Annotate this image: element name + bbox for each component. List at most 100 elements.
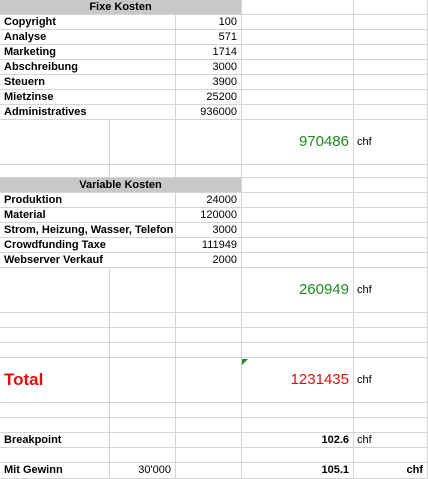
grid-cell[interactable] xyxy=(354,0,428,15)
variable-kosten-label[interactable]: Crowdfunding Taxe xyxy=(0,238,176,253)
grid-cell[interactable] xyxy=(354,75,428,90)
grid-cell[interactable] xyxy=(242,403,354,418)
grid-cell[interactable] xyxy=(354,328,428,343)
grid-cell[interactable] xyxy=(354,178,428,193)
grid-cell[interactable] xyxy=(176,313,242,328)
breakpoint-unit[interactable]: chf xyxy=(354,433,428,448)
grid-cell[interactable] xyxy=(110,433,176,448)
grid-cell[interactable] xyxy=(176,463,242,479)
variable-kosten-value[interactable]: 120000 xyxy=(176,208,242,223)
grid-cell[interactable] xyxy=(0,165,110,178)
grid-cell[interactable] xyxy=(176,418,242,433)
grid-cell[interactable] xyxy=(176,165,242,178)
grid-cell[interactable] xyxy=(354,60,428,75)
grid-cell[interactable] xyxy=(176,328,242,343)
grid-cell[interactable] xyxy=(0,268,110,313)
mit-gewinn-label[interactable]: Mit Gewinn xyxy=(0,463,110,479)
grid-cell[interactable] xyxy=(0,418,110,433)
fixe-kosten-label[interactable]: Analyse xyxy=(0,30,176,45)
grid-cell[interactable] xyxy=(0,403,110,418)
grid-cell[interactable] xyxy=(0,448,110,463)
grid-cell[interactable] xyxy=(110,120,176,165)
fixe-kosten-label[interactable]: Marketing xyxy=(0,45,176,60)
mit-gewinn-unit[interactable]: chf xyxy=(354,463,428,479)
grid-cell[interactable] xyxy=(0,313,110,328)
fixe-kosten-label[interactable]: Administratives xyxy=(0,105,176,120)
grid-cell[interactable] xyxy=(110,418,176,433)
grid-cell[interactable] xyxy=(110,403,176,418)
variable-kosten-value[interactable]: 24000 xyxy=(176,193,242,208)
fixe-kosten-header[interactable]: Fixe Kosten xyxy=(0,0,242,15)
grid-cell[interactable] xyxy=(242,15,354,30)
fixe-kosten-label[interactable]: Abschreibung xyxy=(0,60,176,75)
fixe-kosten-unit[interactable]: chf xyxy=(354,120,428,165)
grid-cell[interactable] xyxy=(176,268,242,313)
grid-cell[interactable] xyxy=(242,60,354,75)
grid-cell[interactable] xyxy=(110,448,176,463)
grid-cell[interactable] xyxy=(242,343,354,358)
variable-kosten-unit[interactable]: chf xyxy=(354,268,428,313)
grid-cell[interactable] xyxy=(354,165,428,178)
fixe-kosten-label[interactable]: Steuern xyxy=(0,75,176,90)
variable-kosten-value[interactable]: 111949 xyxy=(176,238,242,253)
grid-cell[interactable] xyxy=(354,45,428,60)
fixe-kosten-value[interactable]: 3900 xyxy=(176,75,242,90)
grid-cell[interactable] xyxy=(354,418,428,433)
mit-gewinn-value[interactable]: 105.1 xyxy=(242,463,354,479)
grid-cell[interactable] xyxy=(242,328,354,343)
variable-kosten-label[interactable]: Strom, Heizung, Wasser, Telefon xyxy=(0,223,176,238)
grid-cell[interactable] xyxy=(110,268,176,313)
variable-kosten-value[interactable]: 2000 xyxy=(176,253,242,268)
grid-cell[interactable] xyxy=(110,165,176,178)
grid-cell[interactable] xyxy=(0,120,110,165)
total-label[interactable]: Total xyxy=(0,358,110,403)
grid-cell[interactable] xyxy=(0,328,110,343)
fixe-kosten-value[interactable]: 1714 xyxy=(176,45,242,60)
fixe-kosten-value[interactable]: 936000 xyxy=(176,105,242,120)
mit-gewinn-amount[interactable]: 30'000 xyxy=(110,463,176,479)
breakpoint-value[interactable]: 102.6 xyxy=(242,433,354,448)
grid-cell[interactable] xyxy=(110,343,176,358)
grid-cell[interactable] xyxy=(354,193,428,208)
grid-cell[interactable] xyxy=(176,343,242,358)
grid-cell[interactable] xyxy=(242,75,354,90)
fixe-kosten-value[interactable]: 571 xyxy=(176,30,242,45)
grid-cell[interactable] xyxy=(176,403,242,418)
fixe-kosten-value[interactable]: 3000 xyxy=(176,60,242,75)
grid-cell[interactable] xyxy=(242,223,354,238)
grid-cell[interactable] xyxy=(354,343,428,358)
grid-cell[interactable] xyxy=(242,45,354,60)
grid-cell[interactable] xyxy=(242,238,354,253)
grid-cell[interactable] xyxy=(242,178,354,193)
grid-cell[interactable] xyxy=(176,433,242,448)
grid-cell[interactable] xyxy=(354,313,428,328)
grid-cell[interactable] xyxy=(242,448,354,463)
grid-cell[interactable] xyxy=(354,238,428,253)
grid-cell[interactable] xyxy=(110,313,176,328)
grid-cell[interactable] xyxy=(0,343,110,358)
fixe-kosten-value[interactable]: 25200 xyxy=(176,90,242,105)
grid-cell[interactable] xyxy=(242,90,354,105)
fixe-kosten-total[interactable]: 970486 xyxy=(242,120,354,165)
grid-cell[interactable] xyxy=(354,208,428,223)
grid-cell[interactable] xyxy=(354,448,428,463)
total-value[interactable]: 1231435 xyxy=(242,358,354,403)
variable-kosten-header[interactable]: Variable Kosten xyxy=(0,178,242,193)
breakpoint-label[interactable]: Breakpoint xyxy=(0,433,110,448)
grid-cell[interactable] xyxy=(242,105,354,120)
grid-cell[interactable] xyxy=(354,403,428,418)
grid-cell[interactable] xyxy=(110,358,176,403)
grid-cell[interactable] xyxy=(242,0,354,15)
grid-cell[interactable] xyxy=(242,418,354,433)
total-unit[interactable]: chf xyxy=(354,358,428,403)
grid-cell[interactable] xyxy=(176,120,242,165)
variable-kosten-label[interactable]: Produktion xyxy=(0,193,176,208)
grid-cell[interactable] xyxy=(354,223,428,238)
grid-cell[interactable] xyxy=(354,15,428,30)
grid-cell[interactable] xyxy=(242,165,354,178)
grid-cell[interactable] xyxy=(242,208,354,223)
grid-cell[interactable] xyxy=(176,358,242,403)
fixe-kosten-label[interactable]: Mietzinse xyxy=(0,90,176,105)
grid-cell[interactable] xyxy=(354,30,428,45)
